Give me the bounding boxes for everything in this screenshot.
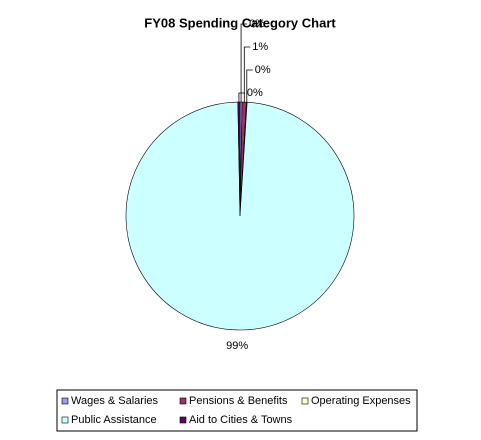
legend-box (56, 389, 418, 432)
legend-swatch (61, 416, 69, 424)
legend-label: Wages & Salaries (71, 395, 159, 407)
leader-line (240, 23, 248, 103)
legend-label: Pensions & Benefits (189, 395, 288, 407)
data-label: 0% (247, 87, 263, 99)
legend-swatch (301, 397, 309, 405)
leader-line (246, 69, 253, 103)
data-label: 0% (249, 18, 265, 30)
leader-line (238, 92, 245, 103)
data-label: 99% (226, 340, 248, 352)
legend-label: Operating Expenses (311, 395, 411, 407)
legend-swatch (179, 416, 187, 424)
data-label: 0% (255, 64, 271, 76)
chart-title: FY08 Spending Category Chart (144, 15, 336, 30)
legend-swatch (61, 397, 69, 405)
legend-swatch (179, 397, 187, 405)
legend-label: Public Assistance (71, 414, 157, 426)
data-label: 1% (252, 41, 268, 53)
legend-label: Aid to Cities & Towns (189, 414, 293, 426)
leader-line (243, 46, 251, 103)
